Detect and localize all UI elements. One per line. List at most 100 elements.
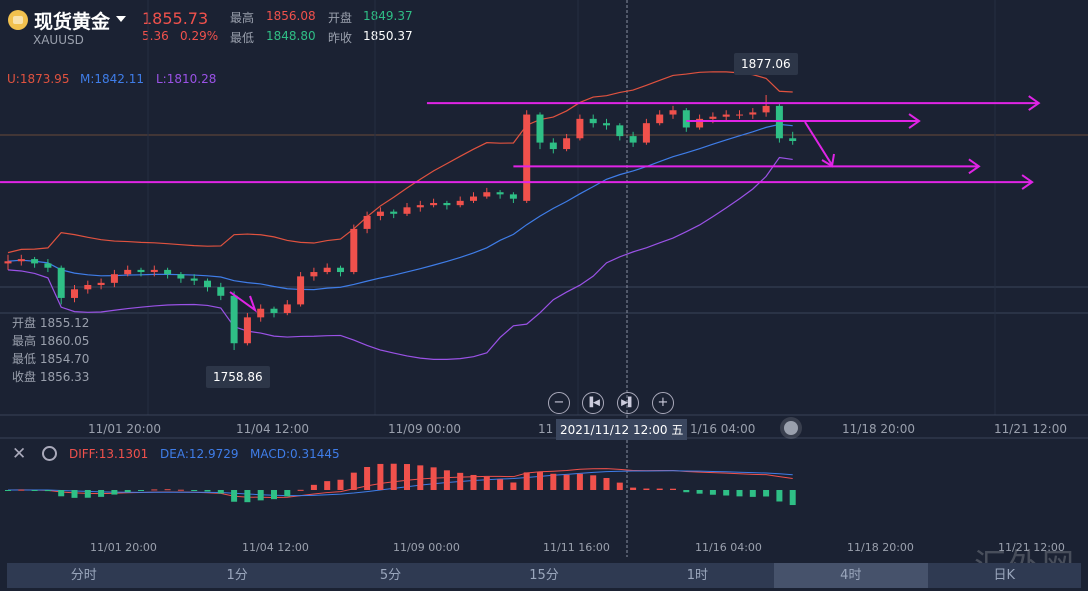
boll-upper-line <box>7 71 793 254</box>
macd-bar <box>537 471 543 490</box>
x-axis-label: 11/11 16:00 <box>543 541 610 554</box>
candle <box>164 269 172 275</box>
macd-bar <box>497 479 504 490</box>
macd-bar <box>723 490 730 496</box>
macd-bar <box>576 473 583 490</box>
candle <box>616 125 624 137</box>
candle <box>190 278 198 281</box>
candlestick-chart[interactable] <box>0 0 1088 560</box>
candle <box>775 105 783 139</box>
min-price-marker: 1758.86 <box>206 366 270 388</box>
change: 5.36 <box>142 29 169 43</box>
macd-bar <box>231 490 238 502</box>
macd-bar <box>683 490 690 493</box>
macd-bar <box>257 490 264 501</box>
macd-bar <box>164 489 171 491</box>
candle <box>656 114 664 124</box>
candle <box>57 267 65 298</box>
candle <box>483 192 491 197</box>
candle <box>283 304 291 314</box>
x-axis-label: 11/09 00:00 <box>388 422 461 436</box>
candle <box>589 118 597 124</box>
scroll-left-button[interactable]: ▐◀ <box>582 392 604 414</box>
tab-1分[interactable]: 1分 <box>226 568 248 583</box>
macd-bar <box>124 490 131 493</box>
x-axis-label: 11/21 12:00 <box>994 422 1067 436</box>
symbol: XAUUSD <box>33 33 84 47</box>
zoom-out-button[interactable]: − <box>548 392 570 414</box>
macd-bar <box>789 490 796 506</box>
crosshair-open: 开盘 1855.12 <box>12 316 90 330</box>
instrument-title[interactable]: 现货黄金 <box>34 11 111 33</box>
candle <box>376 211 384 216</box>
zoom-in-button[interactable]: + <box>652 392 674 414</box>
macd-bar <box>244 490 251 503</box>
gold-icon <box>8 10 28 30</box>
chevron-down-icon[interactable] <box>116 16 126 22</box>
settings-icon[interactable] <box>42 446 57 461</box>
macd-bar <box>550 473 557 490</box>
candle <box>762 105 770 113</box>
macd-bar <box>284 490 291 497</box>
macd-bar <box>670 488 676 490</box>
tab-5分[interactable]: 5分 <box>379 568 402 583</box>
x-axis-label: 11/16 04:00 <box>695 541 762 554</box>
macd-bar <box>84 490 91 498</box>
candle <box>363 215 371 229</box>
candle <box>310 272 318 277</box>
macd-bar <box>350 472 357 490</box>
candle <box>297 276 305 305</box>
macd-diff: DIFF:13.1301 <box>69 447 149 461</box>
candle <box>549 142 557 150</box>
macd-bar <box>98 490 105 497</box>
macd-bar <box>390 463 397 490</box>
arrow-head-icon <box>821 153 835 168</box>
tab-日K[interactable]: 日K <box>993 568 1015 583</box>
candle <box>443 203 451 206</box>
macd-bar <box>630 487 637 490</box>
close-icon[interactable]: ✕ <box>12 444 27 464</box>
macd-bar <box>297 489 304 491</box>
candle <box>430 203 438 206</box>
drag-handle[interactable] <box>784 421 798 435</box>
candle <box>456 200 464 206</box>
candle <box>4 261 12 264</box>
candle <box>749 112 757 115</box>
x-axis-label: 11/21 12:00 <box>998 541 1065 554</box>
macd-bar <box>310 484 317 490</box>
tab-4时[interactable]: 4时 <box>774 563 928 588</box>
candle <box>696 118 704 128</box>
candle <box>257 308 265 318</box>
boll-mid-line <box>7 123 793 291</box>
scroll-right-button[interactable]: ▶▌ <box>617 392 639 414</box>
tab-15分[interactable]: 15分 <box>529 568 559 583</box>
change-pct: 0.29% <box>180 29 219 43</box>
crosshair-high: 最高 1860.05 <box>12 334 90 348</box>
x-axis-label: 11 <box>538 422 554 436</box>
drawing-arrow <box>229 291 258 313</box>
macd-bar <box>749 490 756 497</box>
macd-bar <box>603 477 610 490</box>
macd-bar <box>151 489 158 491</box>
boll-mid: M:1842.11 <box>80 72 145 86</box>
arrow-head-icon <box>908 113 921 129</box>
candle <box>509 194 517 199</box>
tab-分时[interactable]: 分时 <box>70 568 97 583</box>
period-tabs: 分时 1分 5分 15分 1时 4时 日K <box>7 563 1081 588</box>
candle <box>97 282 105 285</box>
candle <box>137 269 145 273</box>
max-price-marker: 1877.06 <box>734 53 798 75</box>
macd-bar <box>5 490 11 491</box>
macd-bar <box>138 490 144 491</box>
x-axis-label: 11/09 00:00 <box>393 541 460 554</box>
macd-bar <box>563 474 570 490</box>
prev-close-label: 昨收 <box>328 31 353 45</box>
macd-value: MACD:0.31445 <box>250 447 340 461</box>
macd-bar <box>457 472 464 490</box>
candle <box>84 284 92 290</box>
low-label: 最低 <box>230 31 255 45</box>
macd-bar <box>763 490 770 497</box>
tab-1时[interactable]: 1时 <box>686 568 709 583</box>
macd-bar <box>18 489 25 491</box>
candle <box>44 263 52 268</box>
